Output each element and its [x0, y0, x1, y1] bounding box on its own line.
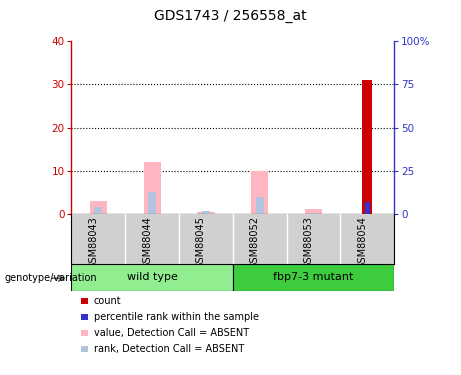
- Text: GSM88054: GSM88054: [357, 216, 367, 269]
- Bar: [362, 80, 372, 214]
- Bar: [143, 162, 161, 214]
- Text: GDS1743 / 256558_at: GDS1743 / 256558_at: [154, 9, 307, 23]
- Text: GSM88045: GSM88045: [196, 216, 206, 269]
- Bar: [233, 264, 394, 291]
- Bar: [256, 196, 264, 214]
- Bar: [197, 211, 214, 214]
- Text: GSM88043: GSM88043: [89, 216, 98, 269]
- Text: genotype/variation: genotype/variation: [5, 273, 97, 283]
- Bar: [202, 211, 210, 214]
- Text: value, Detection Call = ABSENT: value, Detection Call = ABSENT: [94, 328, 248, 338]
- Bar: [251, 171, 268, 214]
- Text: GSM88053: GSM88053: [303, 216, 313, 269]
- Text: GSM88052: GSM88052: [250, 216, 260, 269]
- Bar: [71, 264, 233, 291]
- Bar: [305, 209, 322, 214]
- Text: count: count: [94, 296, 121, 306]
- Bar: [309, 213, 318, 214]
- Bar: [95, 207, 102, 214]
- Text: fbp7-3 mutant: fbp7-3 mutant: [273, 273, 354, 282]
- Text: wild type: wild type: [127, 273, 177, 282]
- Text: GSM88044: GSM88044: [142, 216, 152, 269]
- Bar: [148, 192, 156, 214]
- Bar: [90, 201, 107, 214]
- Text: rank, Detection Call = ABSENT: rank, Detection Call = ABSENT: [94, 344, 244, 354]
- Text: percentile rank within the sample: percentile rank within the sample: [94, 312, 259, 322]
- Bar: [365, 202, 370, 214]
